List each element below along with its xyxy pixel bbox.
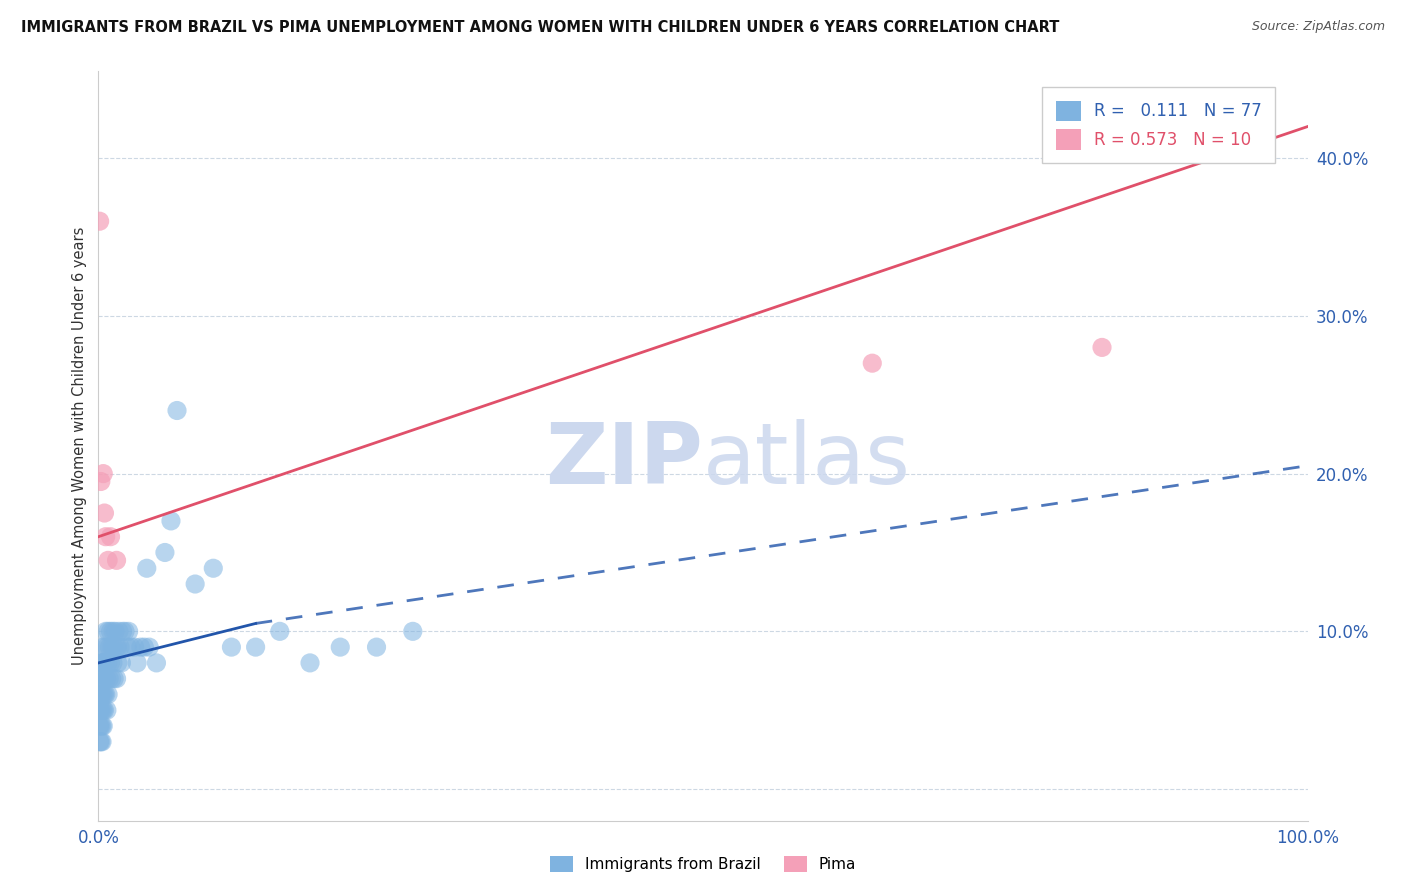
Point: [93, 672, 115, 686]
Point: [1091, 340, 1114, 354]
Point: [134, 640, 156, 654]
Point: [107, 656, 129, 670]
Point: [160, 514, 183, 528]
Point: [402, 624, 425, 639]
Point: [91, 688, 114, 702]
Point: [91, 703, 114, 717]
Point: [860, 356, 883, 370]
Point: [91, 672, 114, 686]
Text: Source: ZipAtlas.com: Source: ZipAtlas.com: [1251, 20, 1385, 33]
Point: [103, 640, 125, 654]
Point: [100, 672, 122, 686]
Point: [100, 656, 122, 670]
Point: [269, 624, 291, 639]
Point: [91, 719, 114, 733]
Point: [94, 530, 117, 544]
Point: [299, 656, 322, 670]
Point: [107, 640, 129, 654]
Point: [90, 475, 112, 489]
Point: [120, 640, 142, 654]
Point: [117, 640, 139, 654]
Point: [108, 624, 131, 639]
Point: [221, 640, 243, 654]
Point: [124, 640, 146, 654]
Point: [103, 672, 125, 686]
Point: [118, 624, 141, 639]
Point: [94, 688, 117, 702]
Point: [96, 703, 118, 717]
Point: [127, 656, 149, 670]
Point: [93, 688, 115, 702]
Point: [91, 703, 114, 717]
Point: [93, 656, 115, 670]
Point: [89, 719, 111, 733]
Point: [93, 640, 115, 654]
Point: [90, 735, 112, 749]
Point: [89, 214, 111, 228]
Point: [104, 624, 127, 639]
Point: [89, 735, 111, 749]
Point: [129, 640, 152, 654]
Point: [96, 672, 118, 686]
Point: [96, 640, 118, 654]
Point: [329, 640, 352, 654]
Point: [135, 561, 157, 575]
Point: [90, 719, 112, 733]
Point: [111, 624, 134, 639]
Point: [91, 467, 114, 481]
Point: [184, 577, 207, 591]
Text: ZIP: ZIP: [546, 419, 703, 502]
Point: [105, 672, 128, 686]
Point: [105, 553, 128, 567]
Point: [91, 656, 114, 670]
Point: [245, 640, 267, 654]
Point: [90, 656, 112, 670]
Point: [89, 703, 111, 717]
Point: [105, 640, 128, 654]
Point: [100, 530, 122, 544]
Point: [153, 545, 176, 559]
Point: [94, 624, 117, 639]
Point: [94, 656, 117, 670]
Point: [97, 553, 120, 567]
Legend: R =   0.111   N = 77, R = 0.573   N = 10: R = 0.111 N = 77, R = 0.573 N = 10: [1042, 87, 1275, 163]
Point: [97, 688, 120, 702]
Point: [93, 506, 115, 520]
Text: IMMIGRANTS FROM BRAZIL VS PIMA UNEMPLOYMENT AMONG WOMEN WITH CHILDREN UNDER 6 YE: IMMIGRANTS FROM BRAZIL VS PIMA UNEMPLOYM…: [21, 20, 1060, 35]
Point: [90, 703, 112, 717]
Point: [91, 640, 114, 654]
Point: [101, 624, 124, 639]
Point: [145, 656, 167, 670]
Y-axis label: Unemployment Among Women with Children Under 6 years: Unemployment Among Women with Children U…: [72, 227, 87, 665]
Point: [93, 703, 115, 717]
Point: [110, 656, 132, 670]
Point: [366, 640, 388, 654]
Point: [97, 656, 120, 670]
Point: [91, 672, 114, 686]
Point: [91, 688, 114, 702]
Point: [108, 640, 131, 654]
Point: [97, 624, 120, 639]
Point: [91, 735, 114, 749]
Point: [91, 656, 114, 670]
Point: [98, 640, 121, 654]
Point: [100, 624, 122, 639]
Legend: Immigrants from Brazil, Pima: Immigrants from Brazil, Pima: [543, 848, 863, 880]
Point: [90, 688, 112, 702]
Point: [98, 672, 121, 686]
Point: [90, 672, 112, 686]
Point: [138, 640, 160, 654]
Point: [101, 656, 124, 670]
Point: [202, 561, 225, 575]
Point: [114, 624, 136, 639]
Point: [100, 640, 122, 654]
Point: [166, 403, 188, 417]
Text: atlas: atlas: [703, 419, 911, 502]
Point: [91, 719, 114, 733]
